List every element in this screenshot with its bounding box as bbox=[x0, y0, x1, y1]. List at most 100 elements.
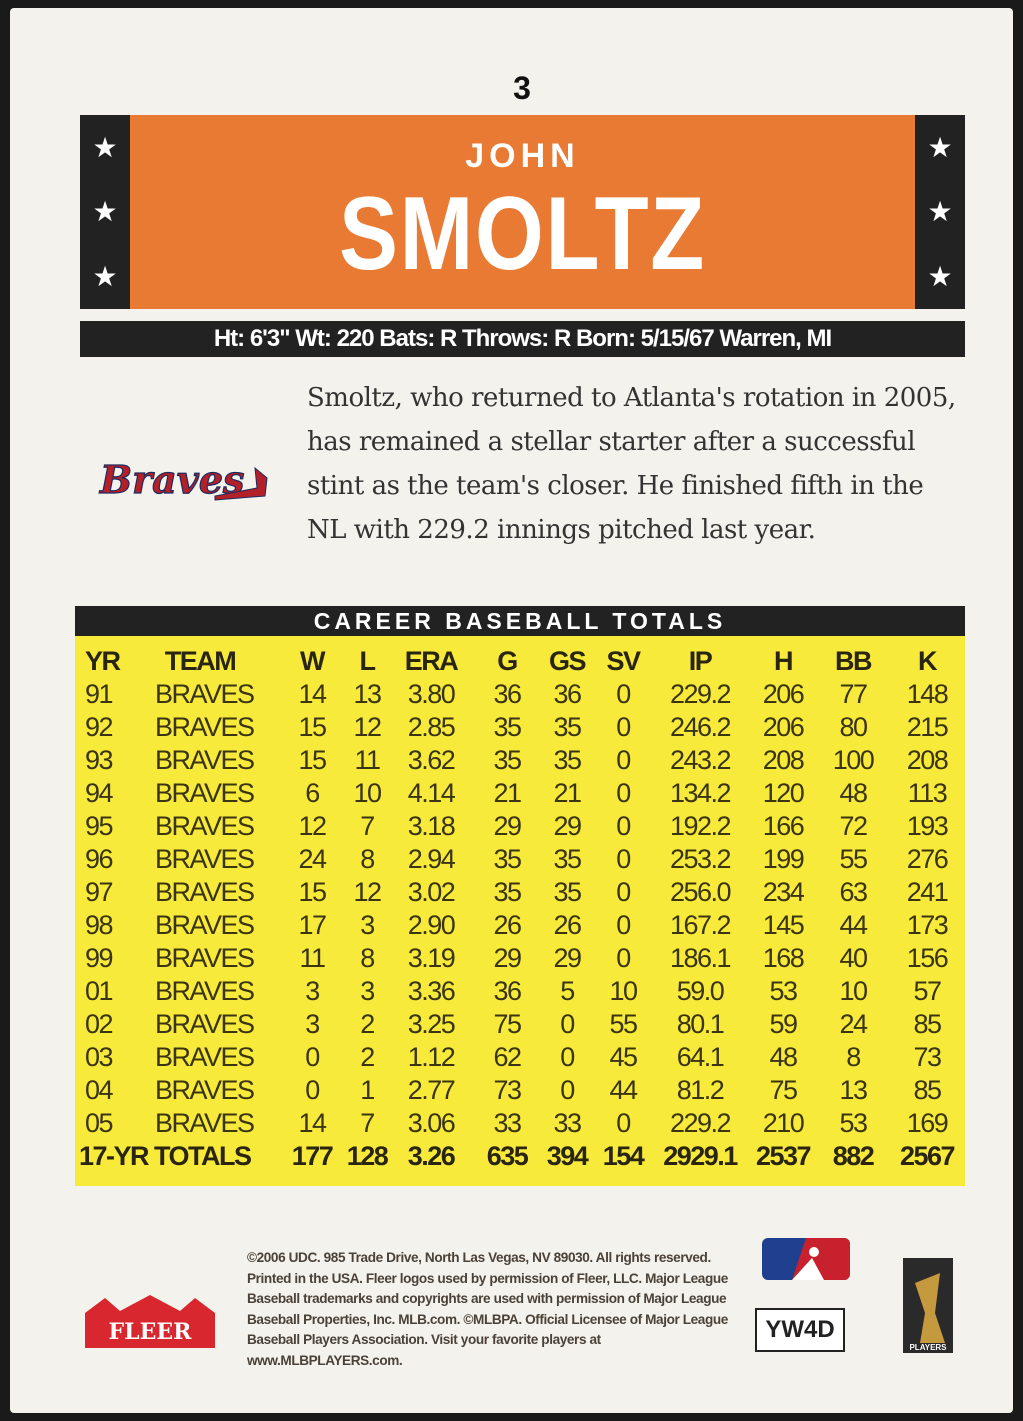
star-icon: ★ bbox=[92, 261, 118, 293]
stat-cell: 04 bbox=[85, 1075, 114, 1105]
stat-cell: 635 bbox=[486, 1141, 529, 1171]
stat-cell: 29 bbox=[553, 811, 582, 841]
stat-cell: 882 bbox=[832, 1141, 875, 1171]
table-row: 98 BRAVES 17 3 2.90 26 26 0 167.2 145 44 173 bbox=[75, 910, 965, 943]
stat-cell: 229.2 bbox=[669, 679, 732, 709]
stat-cell: 1 bbox=[360, 1075, 375, 1105]
stat-cell: 81.2 bbox=[676, 1075, 725, 1105]
table-row: 97 BRAVES 15 12 3.02 35 35 0 256.0 234 63 241 bbox=[75, 877, 965, 910]
stat-cell: 145 bbox=[762, 910, 805, 940]
stat-cell: 36 bbox=[493, 976, 522, 1006]
stat-cell: 2 bbox=[360, 1009, 375, 1039]
table-row: 99 BRAVES 11 8 3.19 29 29 0 186.1 168 40 156 bbox=[75, 943, 965, 976]
star-icon: ★ bbox=[92, 196, 118, 228]
stat-cell: 0 bbox=[616, 1108, 631, 1138]
stat-cell: 14 bbox=[298, 1108, 327, 1138]
stat-cell: 75 bbox=[769, 1075, 798, 1105]
stat-cell: BRAVES bbox=[155, 877, 255, 907]
stat-cell: 55 bbox=[839, 844, 868, 874]
stat-cell: BRAVES bbox=[155, 1108, 255, 1138]
stat-cell: BRAVES bbox=[155, 745, 255, 775]
stat-cell: TEAM bbox=[164, 646, 237, 676]
stat-cell: 14 bbox=[298, 679, 327, 709]
stat-cell: 169 bbox=[906, 1108, 949, 1138]
stat-cell: 48 bbox=[769, 1042, 798, 1072]
stat-cell: 246.2 bbox=[669, 712, 732, 742]
table-row: 03 BRAVES 0 2 1.12 62 0 45 64.1 48 8 73 bbox=[75, 1042, 965, 1075]
stat-cell: 4.14 bbox=[407, 778, 456, 808]
stat-cell: 5 bbox=[560, 976, 575, 1006]
stat-cell: 256.0 bbox=[669, 877, 732, 907]
stat-cell: 29 bbox=[493, 943, 522, 973]
stat-cell: 53 bbox=[839, 1108, 868, 1138]
stat-cell: 241 bbox=[906, 877, 949, 907]
stat-cell: BRAVES bbox=[155, 910, 255, 940]
stat-cell: 3.80 bbox=[407, 679, 456, 709]
stat-cell: IP bbox=[688, 646, 713, 676]
stat-cell: 44 bbox=[609, 1075, 638, 1105]
stat-cell: 29 bbox=[553, 943, 582, 973]
stat-cell: 59.0 bbox=[676, 976, 725, 1006]
stat-cell: BRAVES bbox=[155, 1042, 255, 1072]
card-code: YW4D bbox=[755, 1308, 845, 1352]
stat-cell: 215 bbox=[906, 712, 949, 742]
stat-cell: 0 bbox=[616, 679, 631, 709]
stat-cell: 35 bbox=[553, 712, 582, 742]
stat-cell: 3 bbox=[305, 976, 320, 1006]
table-row: 04 BRAVES 0 1 2.77 73 0 44 81.2 75 13 85 bbox=[75, 1075, 965, 1108]
table-row: 94 BRAVES 6 10 4.14 21 21 0 134.2 120 48 113 bbox=[75, 778, 965, 811]
player-info-bar: Ht: 6'3" Wt: 220 Bats: R Throws: R Born:… bbox=[80, 321, 965, 357]
stat-cell: 3.36 bbox=[407, 976, 456, 1006]
stat-cell: 199 bbox=[762, 844, 805, 874]
legal-text: ©2006 UDC. 985 Trade Drive, North Las Ve… bbox=[247, 1250, 728, 1368]
player-bio: Smoltz, who returned to Atlanta's rotati… bbox=[307, 383, 956, 545]
stat-cell: 1.12 bbox=[407, 1042, 456, 1072]
stat-cell: 10 bbox=[353, 778, 382, 808]
table-row: 01 BRAVES 3 3 3.36 36 5 10 59.0 53 10 57 bbox=[75, 976, 965, 1009]
stat-cell: 3.02 bbox=[407, 877, 456, 907]
stat-cell: 100 bbox=[832, 745, 875, 775]
stat-cell: 33 bbox=[493, 1108, 522, 1138]
stat-cell: 73 bbox=[493, 1075, 522, 1105]
stat-cell: 29 bbox=[493, 811, 522, 841]
stat-cell: 0 bbox=[616, 778, 631, 808]
stat-cell: 6 bbox=[305, 778, 320, 808]
stat-cell: BRAVES bbox=[155, 844, 255, 874]
stat-cell: ERA bbox=[404, 646, 459, 676]
stat-cell: 2.90 bbox=[407, 910, 456, 940]
stat-cell: 85 bbox=[913, 1075, 942, 1105]
stat-cell: 2929.1 bbox=[663, 1141, 738, 1171]
stat-cell: 11 bbox=[354, 745, 381, 775]
stat-cell: 24 bbox=[839, 1009, 868, 1039]
star-icon: ★ bbox=[92, 131, 118, 163]
stat-cell: 192.2 bbox=[669, 811, 732, 841]
stat-cell: 80.1 bbox=[676, 1009, 725, 1039]
stat-cell: 8 bbox=[360, 844, 375, 874]
stat-cell: BRAVES bbox=[155, 778, 255, 808]
stat-cell: 3.25 bbox=[407, 1009, 456, 1039]
stat-cell: 05 bbox=[85, 1108, 114, 1138]
star-icon: ★ bbox=[927, 196, 953, 228]
stat-cell: GS bbox=[548, 646, 587, 676]
stat-cell: 210 bbox=[762, 1108, 805, 1138]
stat-cell: 156 bbox=[906, 943, 949, 973]
stat-cell: 229.2 bbox=[669, 1108, 732, 1138]
stat-cell: 193 bbox=[906, 811, 949, 841]
stat-cell: 3 bbox=[305, 1009, 320, 1039]
stat-cell: BRAVES bbox=[155, 712, 255, 742]
stat-cell: 97 bbox=[85, 877, 114, 907]
stat-cell: 13 bbox=[353, 679, 382, 709]
stat-cell: 33 bbox=[553, 1108, 582, 1138]
header-row: YR TEAM W L ERA G GS SV IP H BB K bbox=[75, 646, 965, 679]
stat-cell: 243.2 bbox=[669, 745, 732, 775]
stat-cell: 206 bbox=[762, 679, 805, 709]
table-row: 93 BRAVES 15 11 3.62 35 35 0 243.2 208 100 208 bbox=[75, 745, 965, 778]
mlbpa-logo: PLAYERS bbox=[903, 1258, 953, 1353]
stat-cell: 7 bbox=[360, 1108, 375, 1138]
stat-cell: 3.18 bbox=[407, 811, 456, 841]
stat-cell: 154 bbox=[602, 1141, 645, 1171]
left-star-panel: ★ ★ ★ bbox=[80, 115, 130, 309]
stat-cell: 15 bbox=[298, 712, 327, 742]
stat-cell: 0 bbox=[616, 910, 631, 940]
stat-cell: 2.85 bbox=[407, 712, 456, 742]
